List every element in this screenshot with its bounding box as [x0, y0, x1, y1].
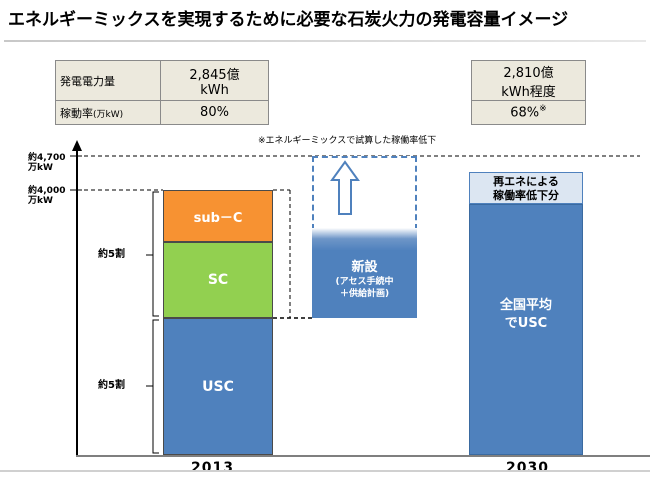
bracket-lower	[152, 319, 159, 454]
bracket-upper	[152, 191, 159, 317]
table-row: 2,810億 kWh程度	[471, 60, 586, 101]
utilization-2030-value: 68%	[510, 105, 540, 121]
y-label-4700-unit: 万kW	[28, 163, 53, 173]
bracket-label-upper: 約5割	[98, 249, 125, 260]
y-axis-arrowhead	[72, 140, 82, 151]
bar-2030-main-line1: 全国平均	[499, 298, 552, 313]
bar-2013-subc: sub－C	[163, 190, 273, 242]
bar-2030-top-line2: 稼働率低下分	[493, 189, 559, 202]
bar-2013-sc: SC	[163, 242, 273, 318]
x-label-2013: 2013	[191, 460, 234, 476]
table-label-utilization: 稼動率(万kW)	[55, 100, 161, 125]
bar-2030-renewable-reduction: 再エネによる 稼働率低下分	[469, 172, 583, 204]
table-row: 68%※	[471, 100, 586, 125]
bar-2013-usc: USC	[163, 318, 273, 455]
y-label-4000-unit: 万kW	[28, 196, 53, 206]
new-capacity-dashed-area	[312, 156, 417, 230]
y-label-4000: 約4,000 万kW	[28, 186, 65, 206]
title-divider	[4, 40, 646, 42]
table-value-utilization-2013: 80%	[160, 100, 269, 125]
new-capacity-subtitle: (アセス手続中 ＋供給計画)	[312, 276, 417, 300]
bar-2030-main-line2: でUSC	[504, 316, 548, 331]
table-row: 発電電力量 2,845億 kWh	[55, 60, 269, 101]
table-value-generation-2013: 2,845億 kWh	[160, 60, 269, 101]
x-label-2030: 2030	[506, 460, 549, 476]
utilization-label-unit: (万kW)	[93, 109, 124, 120]
table-row: 稼動率(万kW) 80%	[55, 100, 269, 125]
table-value-utilization-2030: 68%※	[471, 100, 586, 125]
generation-value-line1: 2,845億	[189, 67, 240, 83]
table-2030: 2,810億 kWh程度 68%※	[471, 60, 586, 125]
x-axis-line	[76, 455, 650, 457]
y-label-4000-value: 約4,000	[28, 186, 66, 196]
bracket-label-lower: 約5割	[98, 380, 125, 391]
table-label-generation: 発電電力量	[55, 60, 161, 101]
y-label-4700: 約4,700 万kW	[28, 153, 65, 173]
table-value-generation-2030: 2,810億 kWh程度	[471, 60, 586, 101]
utilization-label-main: 稼動率	[60, 106, 93, 120]
y-label-4700-value: 約4,700	[28, 153, 66, 163]
new-capacity-sub-line2: ＋供給計画)	[339, 289, 390, 299]
page-title: エネルギーミックスを実現するために必要な石炭火力の発電容量イメージ	[8, 10, 569, 30]
bar-2030-usc: 全国平均 でUSC	[469, 204, 583, 455]
bottom-divider	[0, 470, 650, 472]
generation-2030-line1: 2,810億	[503, 65, 554, 81]
table-2013: 発電電力量 2,845億 kWh 稼動率(万kW) 80%	[55, 60, 269, 125]
up-arrow-icon	[330, 160, 360, 215]
generation-2030-line2: kWh程度	[501, 84, 556, 100]
new-capacity-block: 新設 (アセス手続中 ＋供給計画)	[312, 228, 417, 318]
bar-2030-main-text: 全国平均 でUSC	[470, 297, 582, 333]
new-capacity-title: 新設	[351, 260, 378, 275]
bar-2030-top-line1: 再エネによる	[493, 175, 559, 188]
utilization-2030-mark: ※	[539, 104, 547, 115]
footnote: ※エネルギーミックスで試算した稼働率低下	[258, 136, 437, 146]
new-capacity-sub-line1: (アセス手続中	[335, 277, 394, 287]
generation-value-line2: kWh	[200, 82, 229, 98]
